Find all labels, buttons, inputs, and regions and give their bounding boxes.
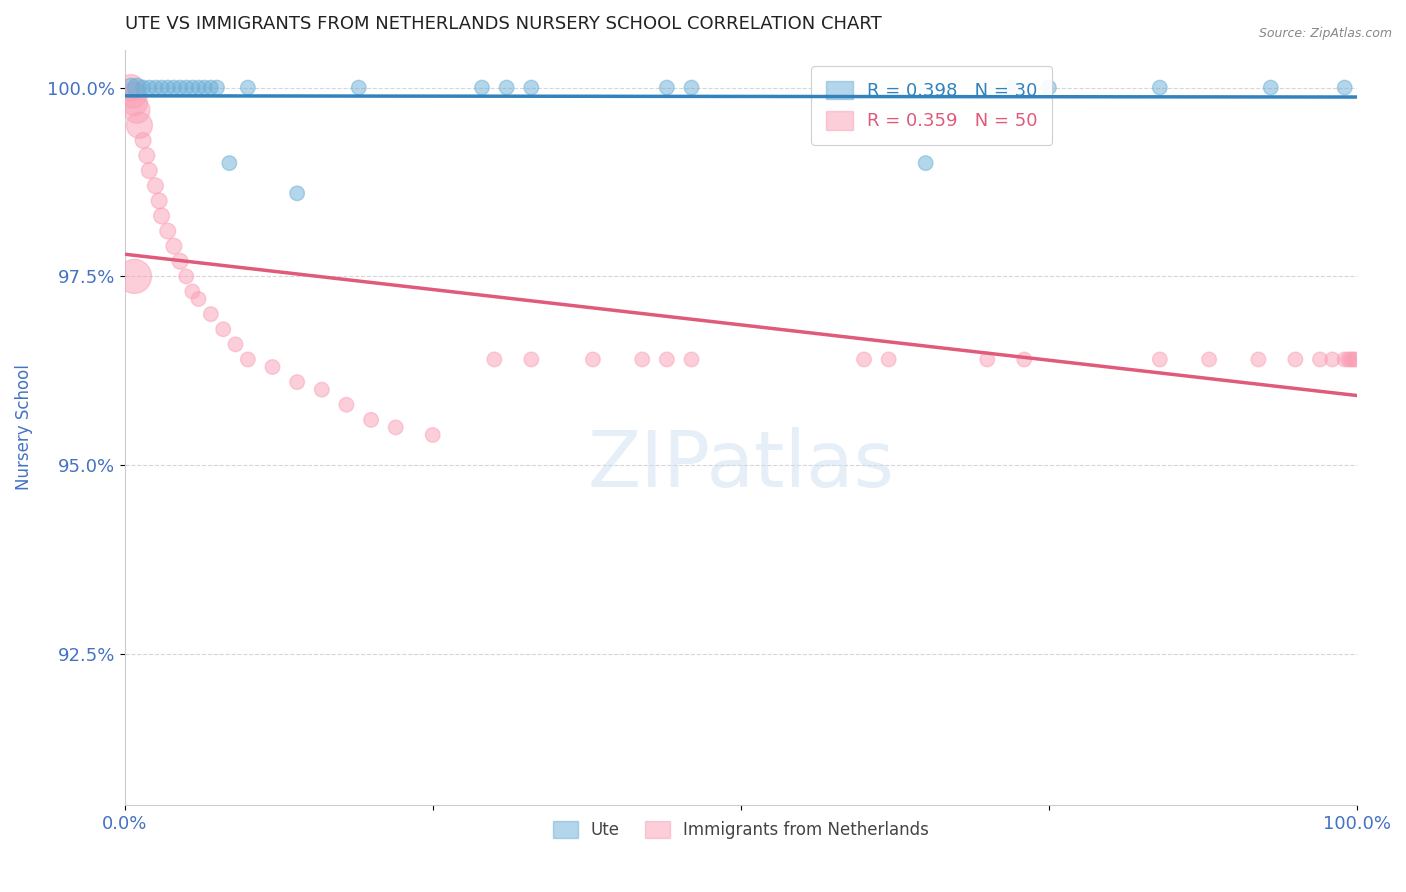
Point (200, 80, 222, 95)
Text: Source: ZipAtlas.com: Source: ZipAtlas.com (1258, 27, 1392, 40)
Point (1284, 352, 1306, 367)
Point (181, 285, 204, 299)
Point (1260, 80, 1282, 95)
Legend: Ute, Immigrants from Netherlands: Ute, Immigrants from Netherlands (546, 814, 936, 846)
Point (1333, 80, 1355, 95)
Point (681, 80, 703, 95)
Point (1340, 352, 1362, 367)
Point (128, 119, 150, 133)
Point (495, 80, 517, 95)
Point (145, 80, 167, 95)
Point (1309, 352, 1331, 367)
Point (484, 352, 506, 367)
Point (200, 307, 222, 321)
Point (681, 352, 703, 367)
Point (384, 420, 406, 434)
Point (1001, 80, 1024, 95)
Point (194, 80, 217, 95)
Point (422, 428, 444, 442)
Point (655, 80, 678, 95)
Text: UTE VS IMMIGRANTS FROM NETHERLANDS NURSERY SCHOOL CORRELATION CHART: UTE VS IMMIGRANTS FROM NETHERLANDS NURSE… (125, 15, 882, 33)
Point (853, 352, 876, 367)
Point (125, 80, 148, 95)
Point (135, 148, 157, 162)
Point (1149, 80, 1171, 95)
Point (335, 398, 357, 412)
Point (138, 163, 160, 178)
Point (285, 186, 308, 201)
Point (582, 352, 605, 367)
Point (125, 103, 148, 118)
Point (520, 80, 543, 95)
Point (132, 133, 155, 147)
Point (1198, 352, 1220, 367)
Point (124, 95, 146, 110)
Point (120, 80, 142, 95)
Point (262, 359, 284, 374)
Point (163, 239, 186, 253)
Point (285, 375, 308, 389)
Point (132, 80, 155, 95)
Point (1012, 352, 1035, 367)
Point (655, 352, 678, 367)
Point (520, 352, 543, 367)
Point (163, 80, 186, 95)
Point (150, 209, 173, 223)
Point (145, 178, 167, 193)
Point (347, 80, 370, 95)
Point (187, 80, 209, 95)
Point (1343, 352, 1365, 367)
Point (1149, 352, 1171, 367)
Point (124, 269, 146, 284)
Point (212, 322, 235, 336)
Point (174, 269, 197, 284)
Point (1333, 352, 1355, 367)
Point (169, 254, 191, 268)
Point (181, 80, 204, 95)
Point (138, 80, 160, 95)
Point (360, 413, 382, 427)
Point (150, 80, 173, 95)
Point (1247, 352, 1270, 367)
Point (1322, 352, 1344, 367)
Point (218, 156, 240, 170)
Point (311, 383, 333, 397)
Point (120, 80, 142, 95)
Point (156, 80, 179, 95)
Point (976, 352, 998, 367)
Point (1038, 80, 1060, 95)
Point (122, 88, 145, 103)
Point (471, 80, 494, 95)
Point (631, 352, 654, 367)
Point (236, 80, 259, 95)
Point (236, 352, 259, 367)
Point (1344, 352, 1367, 367)
Point (187, 292, 209, 306)
Point (877, 352, 900, 367)
Point (148, 194, 170, 208)
Point (169, 80, 191, 95)
Point (225, 337, 247, 351)
Point (156, 224, 179, 238)
Point (205, 80, 228, 95)
Text: ZIPatlas: ZIPatlas (588, 427, 894, 503)
Point (1337, 352, 1360, 367)
Point (174, 80, 197, 95)
Y-axis label: Nursery School: Nursery School (15, 365, 32, 491)
Point (914, 156, 936, 170)
